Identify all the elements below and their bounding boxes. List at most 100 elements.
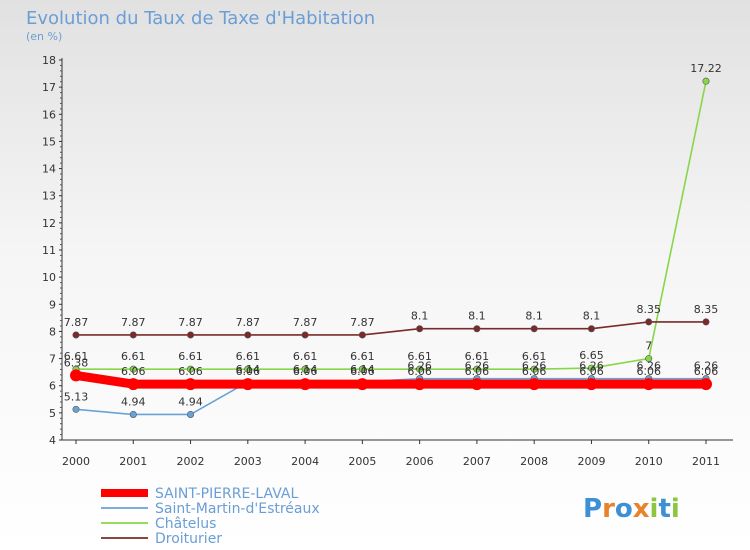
y-tick-label: 8 — [49, 325, 56, 338]
data-label: 6.06 — [236, 365, 261, 378]
series-point — [413, 378, 426, 391]
data-label: 8.1 — [525, 310, 543, 323]
x-tick-label: 2009 — [577, 455, 605, 468]
series-point — [416, 365, 424, 373]
y-axis: 4 5 6 7 8 9 10 11 12 13 14 15 16 17 18 — [42, 54, 63, 447]
series-point — [528, 378, 541, 391]
data-label: 6.06 — [522, 365, 547, 378]
x-tick-label: 2007 — [463, 455, 491, 468]
series-point — [358, 365, 366, 373]
x-tick-label: 2001 — [119, 455, 147, 468]
y-tick-label: 6 — [49, 380, 56, 393]
series-line — [71, 370, 711, 389]
data-label: 7.87 — [350, 316, 375, 329]
x-tick-label: 2000 — [62, 455, 90, 468]
data-label: 6.26 — [579, 360, 604, 373]
data-label: 6.06 — [350, 365, 375, 378]
series-point — [585, 378, 598, 391]
data-label: 6.61 — [465, 350, 490, 363]
data-label: 6.06 — [465, 365, 490, 378]
series-point — [129, 365, 137, 373]
y-tick-label: 4 — [49, 434, 56, 447]
data-label: 7.87 — [293, 316, 318, 329]
data-label: 8.1 — [468, 310, 486, 323]
data-label: 6.61 — [236, 350, 261, 363]
y-tick-label: 17 — [42, 81, 56, 94]
series-point — [702, 318, 710, 326]
series-point — [187, 410, 195, 418]
x-tick-label: 2011 — [692, 455, 720, 468]
legend-label: Droiturier — [155, 531, 222, 547]
data-label: 6.06 — [178, 365, 203, 378]
data-label: 6.06 — [293, 365, 318, 378]
y-tick-label: 16 — [42, 108, 56, 121]
series-point — [530, 365, 538, 373]
series-point — [299, 378, 312, 391]
series-point — [645, 318, 653, 326]
series-point — [70, 369, 82, 382]
data-label: 6.06 — [407, 365, 432, 378]
data-label: 7.87 — [178, 316, 203, 329]
series-point — [129, 331, 137, 339]
proxiti-logo-text: Proxiti — [583, 494, 680, 524]
data-label: 4.94 — [178, 395, 203, 408]
data-label: 6.61 — [522, 350, 547, 363]
data-label: 6.14 — [236, 363, 261, 376]
data-label: 6.14 — [293, 363, 318, 376]
series-line — [75, 321, 707, 336]
y-tick-label: 9 — [49, 298, 56, 311]
series-point — [184, 378, 197, 391]
series-point — [645, 355, 653, 363]
x-tick-label: 2002 — [177, 455, 205, 468]
y-tick-label: 13 — [42, 190, 56, 203]
x-tick-label: 2005 — [348, 455, 376, 468]
x-tick-label: 2004 — [291, 455, 319, 468]
data-label: 6.06 — [121, 365, 146, 378]
series-point — [244, 331, 252, 339]
data-label: 6.61 — [293, 350, 318, 363]
data-label: 6.26 — [694, 360, 719, 373]
data-label: 17.22 — [690, 62, 722, 75]
proxiti-logo: Proxiti — [583, 494, 680, 524]
series-point — [301, 365, 309, 373]
data-label: 6.61 — [121, 350, 146, 363]
y-tick-label: 10 — [42, 271, 56, 284]
series-point — [72, 405, 80, 413]
series-point — [127, 378, 140, 391]
data-label: 6.06 — [579, 365, 604, 378]
series-point — [416, 325, 424, 333]
data-label: 7.87 — [64, 316, 89, 329]
data-label: 7.87 — [236, 316, 261, 329]
series-point — [244, 365, 252, 373]
data-label: 6.26 — [465, 360, 490, 373]
series-point — [187, 365, 195, 373]
data-label: 6.06 — [694, 365, 719, 378]
series-point — [301, 331, 309, 339]
data-label: 8.1 — [411, 310, 429, 323]
data-label: 5.13 — [64, 390, 89, 403]
data-label: 6.61 — [178, 350, 203, 363]
x-axis: 2000 2001 2002 2003 2004 2005 2006 2007 2008 2009… — [62, 439, 733, 468]
y-tick-label: 12 — [42, 217, 56, 230]
series-point — [587, 325, 595, 333]
x-tick-label: 2006 — [406, 455, 434, 468]
series-point — [241, 378, 254, 391]
chart-subtitle: (en %) — [26, 30, 62, 43]
series-point — [587, 364, 595, 372]
y-tick-label: 5 — [49, 407, 56, 420]
y-tick-label: 14 — [42, 163, 56, 176]
data-label: 6.26 — [407, 360, 432, 373]
legend: SAINT-PIERRE-LAVALSaint-Martin-d'Estréau… — [101, 486, 320, 547]
data-label: 6.26 — [636, 360, 661, 373]
data-label: 8.35 — [694, 303, 719, 316]
chart-title: Evolution du Taux de Taxe d'Habitation — [26, 8, 375, 29]
legend-label: Châtelus — [155, 516, 216, 532]
data-label: 7.87 — [121, 316, 146, 329]
series-point — [187, 331, 195, 339]
series-point — [358, 331, 366, 339]
data-labels: 5.13 4.94 4.94 6.14 6.14 6.14 6.26 6.26 6.26 6.26… — [64, 62, 722, 408]
data-label: 6.06 — [636, 365, 661, 378]
x-tick-label: 2008 — [520, 455, 548, 468]
series-point — [470, 378, 483, 391]
